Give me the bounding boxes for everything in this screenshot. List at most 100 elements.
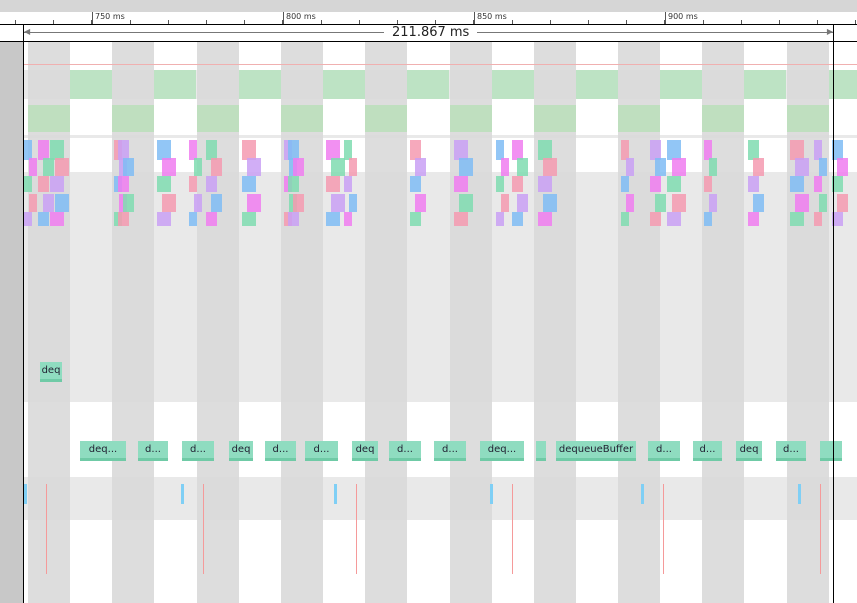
trace-slice — [820, 484, 821, 574]
ruler-minor-tick — [549, 20, 551, 24]
trace-slice — [790, 212, 804, 226]
slice-deq[interactable]: deq — [40, 362, 62, 382]
trace-slice — [543, 158, 557, 176]
slice-dequeue-buffer[interactable]: d... — [138, 441, 168, 461]
trace-slice — [753, 194, 764, 212]
trace-slice — [50, 212, 64, 226]
selection-end-marker[interactable] — [833, 24, 834, 603]
trace-slice — [490, 484, 493, 504]
trace-slice — [43, 194, 54, 212]
frame-bar — [365, 105, 408, 132]
vsync-band — [365, 42, 408, 603]
trace-slice — [626, 158, 634, 176]
trace-slice — [247, 158, 261, 176]
ruler-minor-tick — [167, 20, 169, 24]
trace-slice — [157, 176, 171, 192]
slice-dequeue-buffer[interactable]: d... — [648, 441, 680, 461]
slice-dequeue-buffer[interactable]: d... — [305, 441, 338, 461]
trace-slice — [356, 484, 357, 574]
slice-dequeue-buffer[interactable]: d... — [182, 441, 214, 461]
slice-dequeue-buffer[interactable]: d... — [265, 441, 296, 461]
trace-slice — [242, 140, 256, 160]
trace-slice — [655, 158, 666, 176]
trace-slice — [748, 176, 759, 192]
trace-slice — [837, 194, 848, 212]
trace-slice — [538, 212, 552, 226]
slice-dequeue-buffer[interactable]: dequeueBuffer — [556, 441, 636, 461]
ruler-tick: 900 ms — [665, 12, 698, 24]
frame-bar — [154, 70, 197, 99]
trace-slice — [538, 176, 552, 192]
trace-slice — [162, 194, 176, 212]
trace-slice — [655, 194, 666, 212]
ruler-minor-tick — [358, 20, 360, 24]
trace-slice — [55, 158, 69, 176]
slice-dequeue-buffer[interactable]: deq... — [80, 441, 126, 461]
time-ruler[interactable]: 750 ms 800 ms 850 ms 900 ms — [0, 12, 857, 25]
trace-slice — [123, 194, 134, 212]
ruler-minor-tick — [740, 20, 742, 24]
slice-dequeue-buffer[interactable] — [820, 441, 842, 461]
frame-bar — [449, 105, 492, 132]
trace-slice — [162, 158, 176, 176]
trace-slice — [288, 176, 299, 192]
trace-slice — [496, 176, 504, 192]
slice-dequeue-buffer[interactable]: d... — [693, 441, 722, 461]
slice-dequeue-buffer[interactable]: d... — [434, 441, 466, 461]
trace-slice — [667, 140, 681, 160]
ruler-minor-tick — [817, 20, 819, 24]
trace-slice — [189, 176, 197, 192]
trace-slice — [832, 176, 843, 192]
trace-slice — [704, 212, 712, 226]
trace-slice — [38, 176, 49, 192]
trace-slice — [790, 140, 804, 160]
trace-slice — [837, 158, 848, 176]
ruler-tick: 800 ms — [283, 12, 316, 24]
slice-dequeue-buffer[interactable]: deq... — [480, 441, 524, 461]
trace-slice — [538, 140, 552, 160]
trace-slice — [543, 194, 557, 212]
vsync-band — [533, 42, 576, 603]
trace-slice — [349, 158, 357, 176]
slice-dequeue-buffer[interactable]: deq — [736, 441, 762, 461]
ruler-tick: 750 ms — [92, 12, 125, 24]
trace-slice — [211, 194, 222, 212]
ruler-minor-tick — [129, 20, 131, 24]
ruler-minor-tick — [15, 20, 16, 24]
trace-slice — [672, 158, 686, 176]
threshold-line — [24, 64, 857, 65]
trace-slice — [242, 212, 256, 226]
trace-slice — [753, 158, 764, 176]
ruler-minor-tick — [588, 20, 589, 24]
trace-slice — [748, 140, 759, 160]
vsync-band — [280, 42, 323, 603]
trace-slice — [326, 212, 340, 226]
trace-slice — [704, 140, 712, 160]
trace-slice — [206, 140, 217, 160]
ruler-minor-tick — [397, 20, 398, 24]
slice-dequeue-buffer[interactable]: d... — [389, 441, 421, 461]
slice-dequeue-buffer[interactable]: d... — [776, 441, 806, 461]
slice-dequeue-buffer[interactable]: deq — [229, 441, 253, 461]
selection-start-marker[interactable] — [23, 24, 24, 603]
timeline-lanes[interactable]: deq deq... d... d... deq d... d... deq d... d... d… — [24, 42, 857, 603]
slice-dequeue-buffer[interactable]: deq — [352, 441, 378, 461]
trace-slice — [512, 140, 523, 160]
trace-slice — [43, 158, 54, 176]
trace-slice — [24, 212, 32, 226]
trace-slice — [326, 140, 340, 160]
trace-slice — [748, 212, 759, 226]
trace-slice — [206, 212, 217, 226]
trace-slice — [331, 158, 345, 176]
frame-bar — [28, 105, 70, 132]
trace-slice — [814, 176, 822, 192]
slice-dequeue-buffer[interactable] — [536, 441, 546, 461]
trace-slice — [709, 194, 717, 212]
trace-slice — [790, 176, 804, 192]
trace-slice — [819, 194, 827, 212]
trace-slice — [344, 140, 352, 160]
ruler-minor-tick — [626, 20, 628, 24]
trace-slice — [334, 484, 337, 504]
frame-bar — [238, 70, 281, 99]
frame-bar — [407, 70, 450, 99]
